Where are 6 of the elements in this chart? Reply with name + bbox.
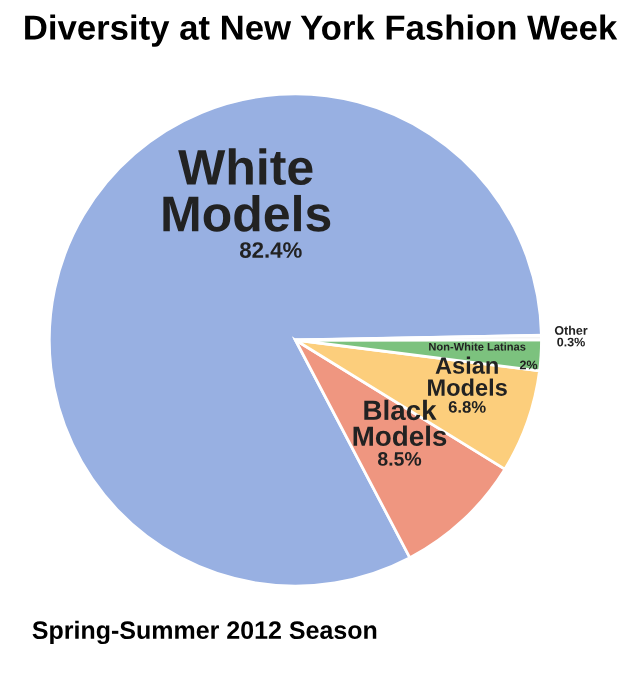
data-label: 8.5% [377,452,422,466]
chart-title: Diversity at New York Fashion Week [25,14,618,47]
text: Spring-Summer 2012 Season [32,620,377,645]
data-label: 6.8% [448,400,486,413]
slice-label: White Models [163,148,331,232]
data-label: 82.4% [239,242,302,258]
